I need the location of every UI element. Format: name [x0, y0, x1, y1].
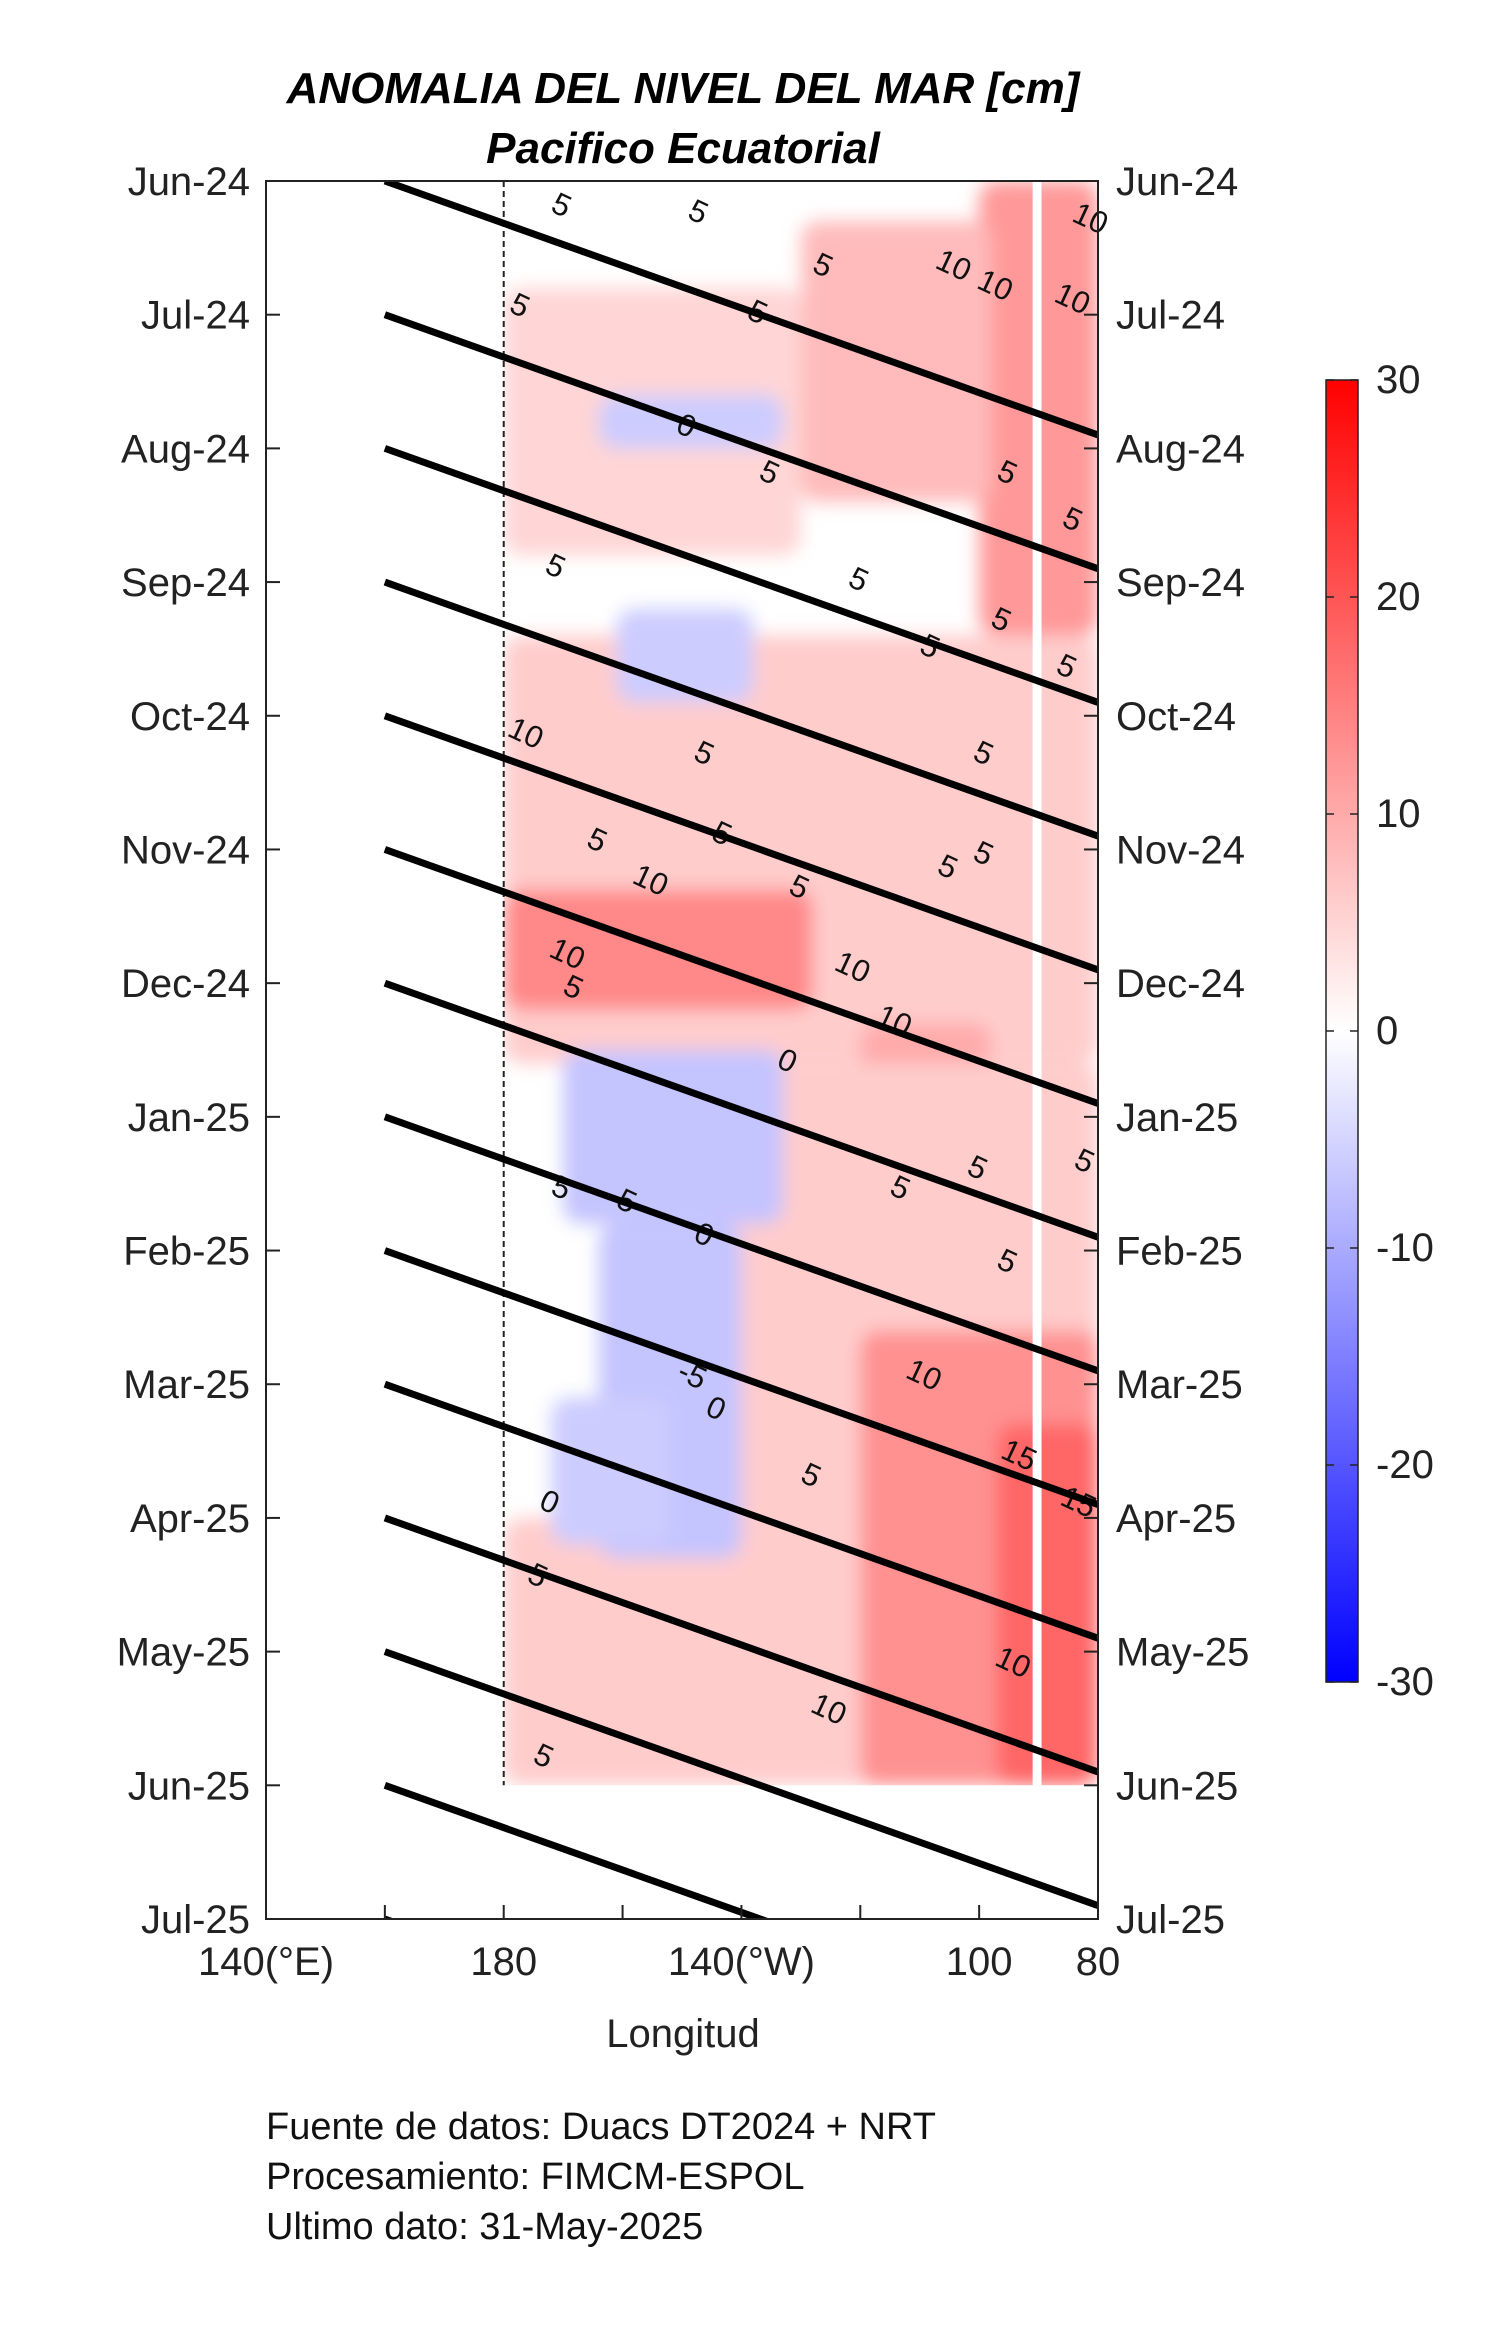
y-tick-label-left: Aug-24 [121, 427, 250, 471]
kelvin-wave-line [383, 712, 1098, 974]
y-tick-label-right: Apr-25 [1116, 1497, 1236, 1541]
plot-frame [265, 180, 1099, 1920]
source-line-3: Ultimo dato: 31-May-2025 [266, 2206, 704, 2248]
y-tick-label-left: Dec-24 [121, 962, 250, 1006]
y-tick-label-right: Nov-24 [1116, 828, 1245, 872]
positive-anomaly-region [503, 1517, 861, 1786]
x-tick-label: 100 [946, 1940, 1013, 1984]
y-tick-label-right: Dec-24 [1116, 962, 1245, 1006]
y-tick-label-right: Oct-24 [1116, 695, 1236, 739]
y-tick-label-left: Jun-25 [128, 1764, 250, 1808]
y-axis-ticks: Jun-24 Jun-24 Jul-24 Jul-24 Aug-24 Aug-24 Sep-… [117, 160, 1250, 1942]
x-axis-ticks: 140(°E) 180 140(°W) 100 80 [198, 1905, 1120, 1984]
y-tick-label-left: Jul-24 [141, 294, 250, 338]
colorbar-tick-label: -30 [1376, 1660, 1434, 1704]
source-line-1: Fuente de datos: Duacs DT2024 + NRT [266, 2106, 936, 2148]
colorbar-ticks: 30 20 10 0 -10 -20 -30 [1326, 358, 1434, 1704]
kelvin-wave-line [383, 979, 1098, 1241]
y-tick-label-left: Nov-24 [121, 828, 250, 872]
anomaly-field [503, 181, 1098, 1786]
kelvin-wave-line [383, 311, 1098, 573]
x-axis-label: Longitud [606, 2012, 759, 2056]
colorbar-tick-label: 0 [1376, 1009, 1398, 1053]
kelvin-wave-line [383, 1514, 1098, 1776]
y-tick-label-left: Apr-25 [130, 1497, 250, 1541]
y-tick-label-left: Oct-24 [130, 695, 250, 739]
source-line-2: Procesamiento: FIMCM-ESPOL [266, 2156, 805, 2198]
y-tick-label-left: Jan-25 [128, 1096, 250, 1140]
colorbar-tick-label: -10 [1376, 1226, 1434, 1270]
x-tick-label: 180 [470, 1940, 537, 1984]
chart-subtitle: Pacifico Ecuatorial [486, 124, 880, 173]
y-tick-label-right: Aug-24 [1116, 427, 1245, 471]
y-tick-label-right: Feb-25 [1116, 1230, 1243, 1274]
colorbar-tick-label: 20 [1376, 575, 1421, 619]
y-tick-label-right: Sep-24 [1116, 561, 1245, 605]
kelvin-wave-line [383, 1113, 1098, 1375]
colorbar-tick-label: 30 [1376, 358, 1421, 402]
kelvin-wave-line [383, 1648, 1098, 1909]
y-tick-label-right: Jun-24 [1116, 160, 1238, 204]
negative-anomaly-region [563, 1050, 784, 1224]
colorbar-tick-label: -20 [1376, 1443, 1434, 1487]
missing-band [1032, 181, 1042, 1786]
y-tick-label-right: Jan-25 [1116, 1096, 1238, 1140]
kelvin-wave-line [383, 445, 1098, 706]
missing-data-band [1032, 181, 1042, 1786]
kelvin-wave-line [383, 846, 1098, 1107]
y-tick-label-left: Jul-25 [141, 1898, 250, 1942]
kelvin-wave-line [383, 578, 1098, 840]
x-tick-label: 140(°W) [668, 1940, 815, 1984]
colorbar-tick-label: 10 [1376, 792, 1421, 836]
y-tick-label-right: May-25 [1116, 1631, 1249, 1675]
kelvin-wave-line [383, 1247, 1098, 1508]
kelvin-wave-line [383, 1380, 1098, 1642]
y-tick-label-left: Mar-25 [123, 1363, 250, 1407]
y-tick-label-left: Jun-24 [128, 160, 250, 204]
y-tick-label-right: Jun-25 [1116, 1764, 1238, 1808]
kelvin-wave-line [383, 181, 1098, 439]
x-tick-label: 140(°E) [198, 1940, 334, 1984]
y-tick-label-left: Sep-24 [121, 561, 250, 605]
chart-title: ANOMALIA DEL NIVEL DEL MAR [cm] [286, 64, 1081, 113]
anomaly-regions [503, 181, 1098, 1786]
y-tick-label-right: Jul-24 [1116, 294, 1225, 338]
y-tick-label-right: Mar-25 [1116, 1363, 1243, 1407]
negative-anomaly-region [551, 1397, 671, 1545]
positive-anomaly-region [996, 1424, 1098, 1786]
y-tick-label-left: Feb-25 [123, 1230, 250, 1274]
x-tick-label: 80 [1076, 1940, 1121, 1984]
y-tick-label-left: May-25 [117, 1631, 250, 1675]
y-tick-label-right: Jul-25 [1116, 1898, 1225, 1942]
